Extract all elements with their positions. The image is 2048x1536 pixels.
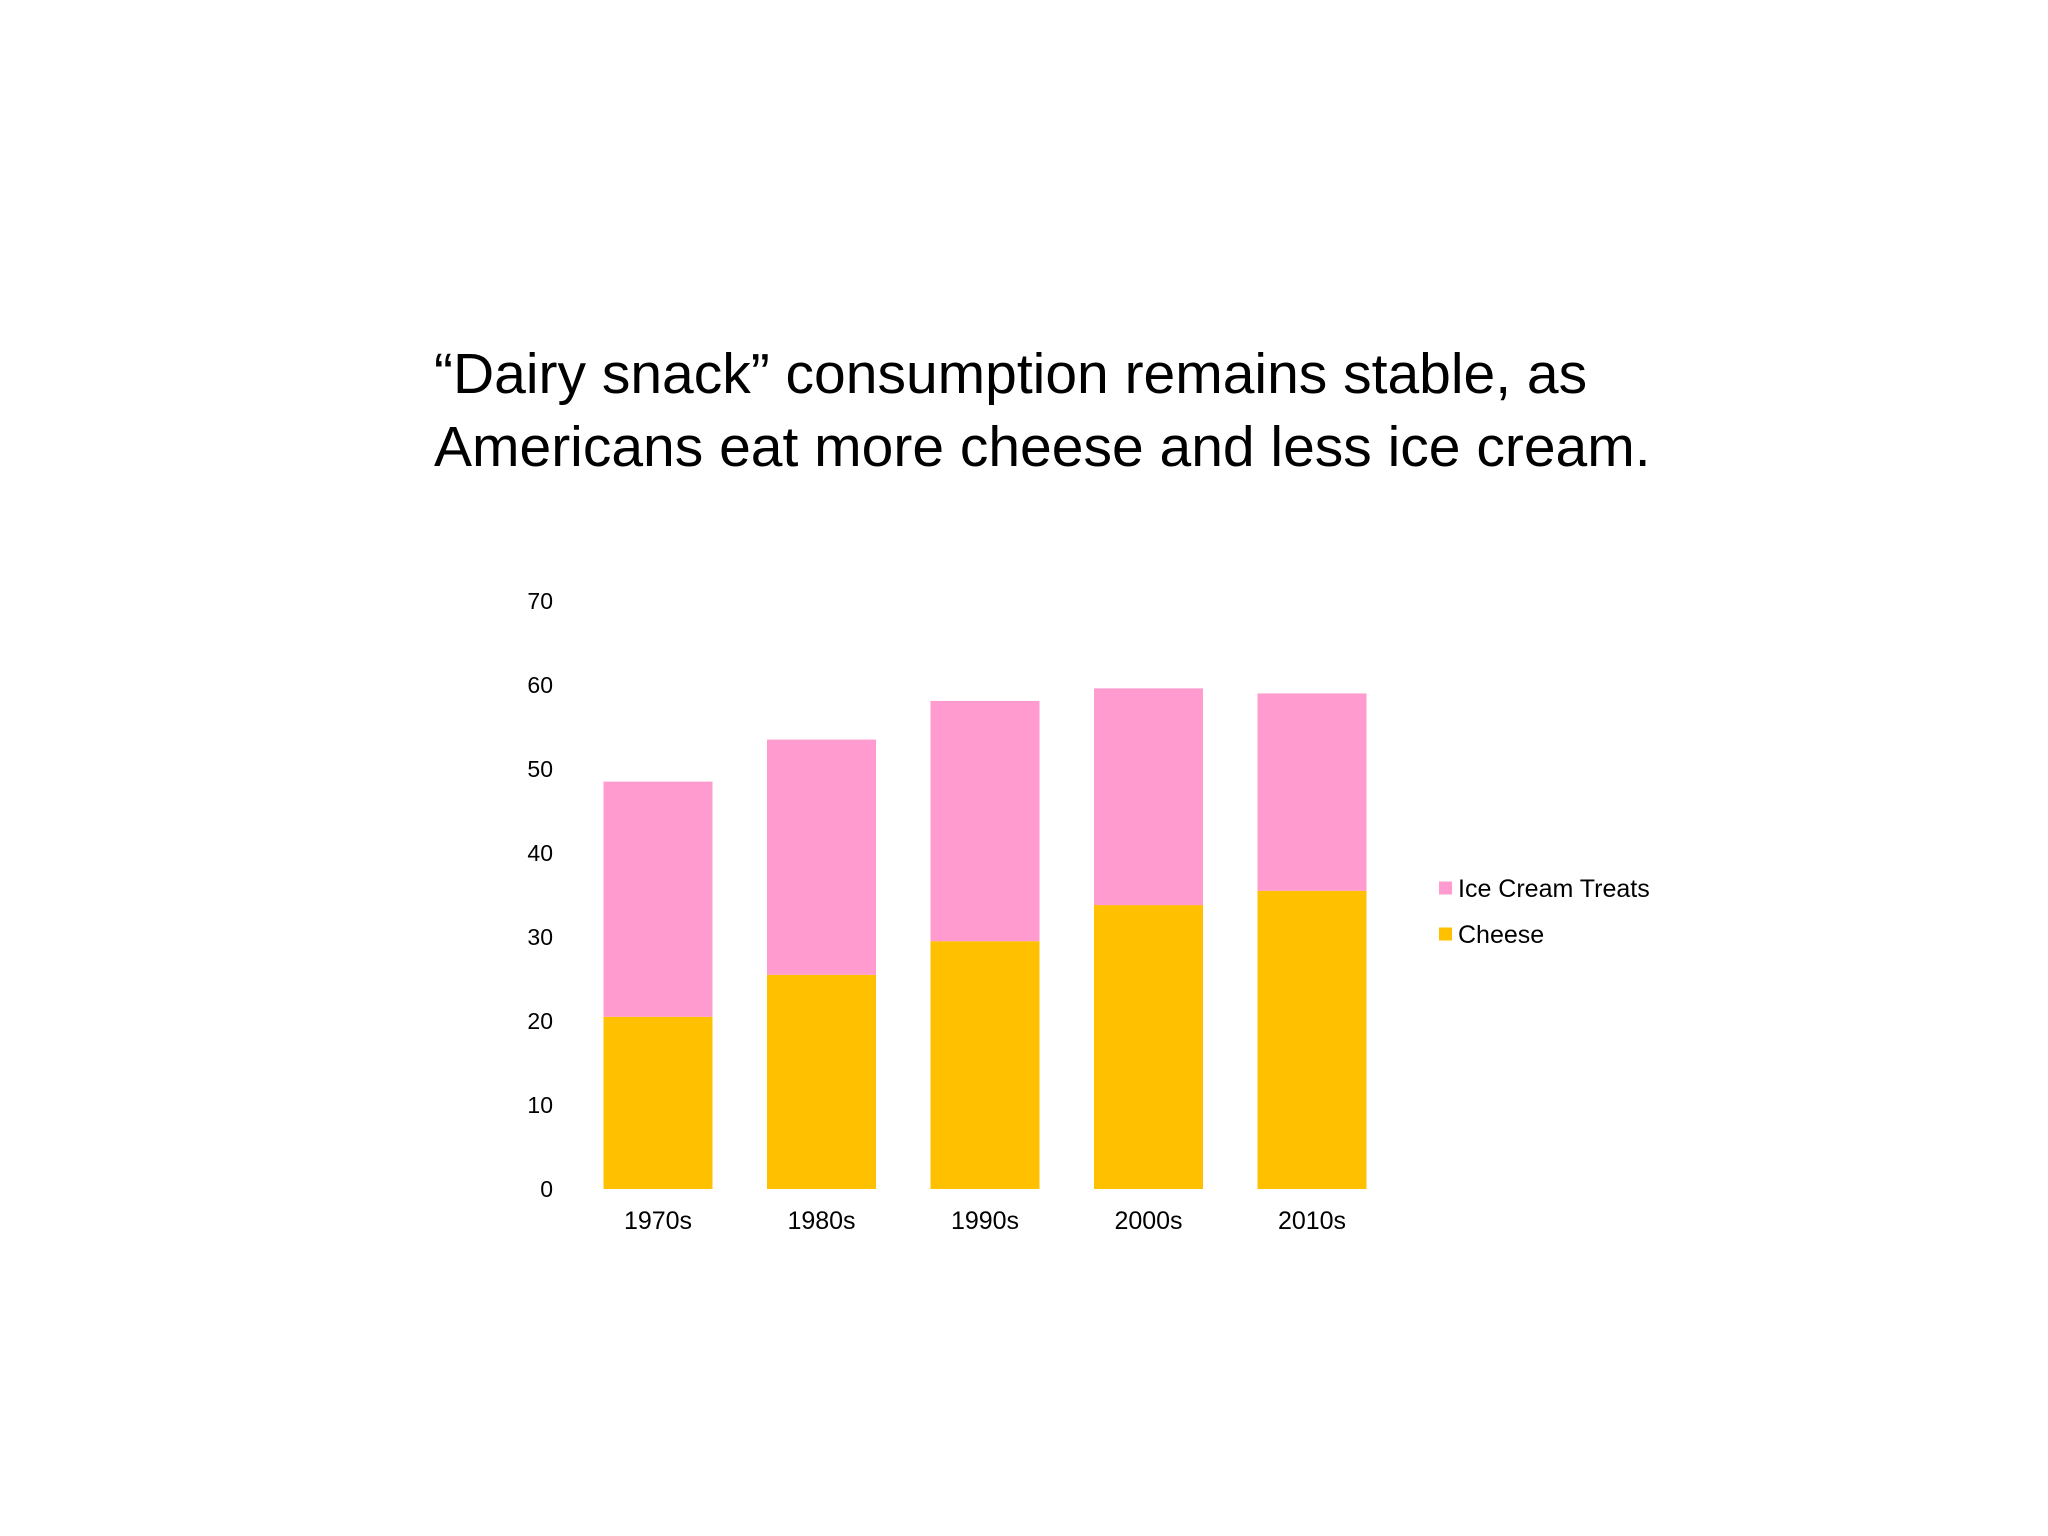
bar-ice-cream-treats-1970s	[603, 781, 713, 1017]
x-axis: 1970s 1980s 1990s 2000s 2010s	[624, 1207, 1346, 1235]
legend: Ice Cream Treats Cheese	[1439, 875, 1650, 949]
x-tick-label-1970s: 1970s	[624, 1207, 692, 1235]
bar-ice-cream-treats-2000s	[1094, 688, 1203, 906]
y-axis: 0 10 20 30 40 50 60 70	[527, 588, 553, 1202]
legend-swatch-ice-cream-treats	[1439, 881, 1452, 895]
bars	[603, 688, 1367, 1189]
x-tick-label-1990s: 1990s	[951, 1207, 1019, 1235]
title-line-2: Americans eat more cheese and less ice c…	[434, 415, 1651, 479]
x-tick-label-1980s: 1980s	[787, 1207, 855, 1235]
bar-cheese-2010s	[1257, 890, 1367, 1189]
bar-cheese-1990s	[930, 941, 1040, 1189]
bar-cheese-1980s	[767, 974, 876, 1189]
legend-label-cheese: Cheese	[1458, 921, 1544, 949]
y-tick-label-60: 60	[527, 672, 553, 698]
y-tick-label-10: 10	[527, 1092, 553, 1118]
x-tick-label-2010s: 2010s	[1278, 1207, 1346, 1235]
y-tick-label-70: 70	[527, 588, 553, 614]
slide-title: “Dairy snack” consumption remains stable…	[434, 338, 1834, 484]
bar-ice-cream-treats-2010s	[1257, 693, 1367, 891]
bar-ice-cream-treats-1980s	[767, 739, 876, 975]
y-tick-label-20: 20	[527, 1008, 553, 1034]
bar-cheese-1970s	[603, 1016, 713, 1189]
x-tick-label-2000s: 2000s	[1114, 1207, 1182, 1235]
title-line-1: “Dairy snack” consumption remains stable…	[434, 342, 1588, 406]
bar-cheese-2000s	[1094, 905, 1203, 1189]
y-tick-label-0: 0	[540, 1176, 553, 1202]
y-tick-label-40: 40	[527, 840, 553, 866]
legend-label-ice-cream-treats: Ice Cream Treats	[1458, 875, 1650, 903]
legend-swatch-cheese	[1439, 927, 1452, 941]
bar-ice-cream-treats-1990s	[930, 700, 1040, 942]
y-tick-label-30: 30	[527, 924, 553, 950]
y-tick-label-50: 50	[527, 756, 553, 782]
